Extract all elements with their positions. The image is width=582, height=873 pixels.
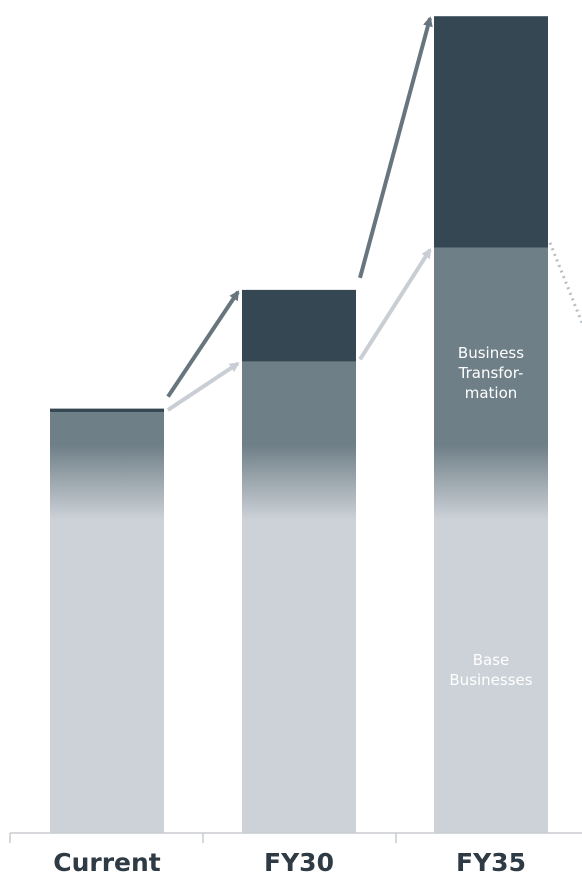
segment-label-transformation-line-3: mation xyxy=(465,384,518,402)
tick-label-fy30: FY30 xyxy=(264,848,334,873)
segment-label-base: Base Businesses xyxy=(449,651,532,689)
continuation-dotted-line xyxy=(548,242,582,324)
growth-arrow-light-2 xyxy=(358,248,432,361)
arrows-layer xyxy=(166,16,582,412)
segment-label-transformation-line-1: Business xyxy=(458,344,524,362)
segment-label-transformation-line-2: Transfor- xyxy=(458,364,524,382)
labels-layer: Current FY30 FY35 Business Transfor-mation Ba… xyxy=(53,344,533,873)
segment-label-base-line-1: Base xyxy=(473,651,510,669)
bar-base-fy30 xyxy=(242,361,356,833)
segment-label-base-line-2: Businesses xyxy=(449,671,532,689)
bar-base-current xyxy=(50,411,164,833)
bar-base-fy35 xyxy=(434,247,548,833)
bars-layer xyxy=(50,16,548,833)
bar-transformation-fy35 xyxy=(434,16,548,248)
growth-arrow-dark-2 xyxy=(358,16,433,279)
growth-arrow-dark-1 xyxy=(166,290,240,398)
tick-label-current: Current xyxy=(53,848,161,873)
segment-label-transformation: Business Transfor-mation xyxy=(458,344,525,402)
bar-transformation-current xyxy=(50,408,164,412)
growth-arrow-light-1 xyxy=(166,361,240,412)
tick-label-fy35: FY35 xyxy=(456,848,526,873)
bar-transformation-fy30 xyxy=(242,289,356,362)
x-axis xyxy=(9,832,582,843)
